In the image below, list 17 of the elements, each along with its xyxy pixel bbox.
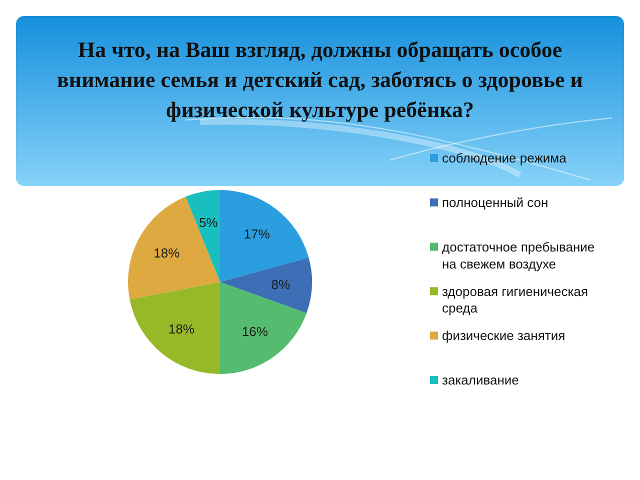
legend-label: закаливание	[442, 372, 519, 388]
legend-label: полноценный сон	[442, 194, 548, 210]
data-label: 16%	[242, 324, 268, 340]
pie-slice	[186, 190, 220, 282]
legend-label: физические занятия	[442, 328, 566, 344]
pie-slice	[130, 282, 220, 374]
chart-title: На что, на Ваш взгляд, должны обращать особое внимание семья и детский сад, заботясь о здоровье и физической культуре ребёнка?	[57, 37, 584, 122]
data-label: 18%	[154, 246, 180, 261]
legend-label: здоровая гигиеническая среда	[442, 284, 588, 316]
data-label: 8%	[271, 276, 291, 292]
legend-label: соблюдение режима	[442, 150, 568, 166]
data-label: 18%	[168, 321, 195, 336]
pie-slice	[220, 258, 312, 314]
data-label: 17%	[244, 226, 270, 242]
legend-label: достаточное пребывание на свежем воздухе	[442, 239, 595, 272]
data-label: 5%	[199, 214, 218, 230]
pie-slice	[128, 196, 220, 300]
